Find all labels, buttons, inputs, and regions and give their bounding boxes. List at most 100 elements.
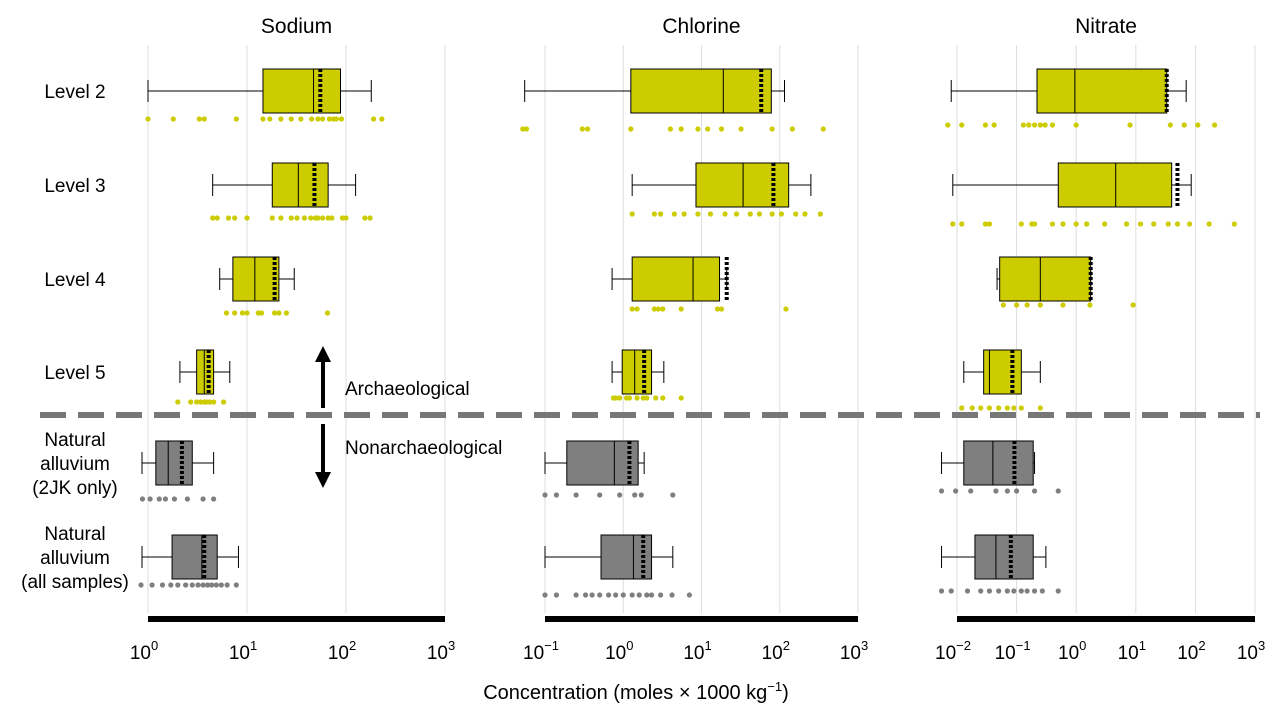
x-axis-bar <box>957 616 1255 622</box>
data-point <box>1060 221 1066 227</box>
data-point <box>183 582 189 588</box>
data-point <box>209 582 215 588</box>
data-point <box>288 215 294 221</box>
box <box>196 349 215 395</box>
data-point <box>1195 122 1201 128</box>
data-point <box>343 215 349 221</box>
box-plot <box>520 68 826 132</box>
data-point <box>171 496 178 502</box>
data-point <box>1055 588 1061 594</box>
data-point <box>195 582 201 588</box>
data-point <box>225 215 232 221</box>
archaeological-label: Archaeological <box>345 379 470 400</box>
data-point <box>315 215 321 221</box>
box-plot <box>139 440 217 502</box>
data-point <box>686 592 692 598</box>
row-label: Level 4 <box>44 270 106 291</box>
box-plot <box>959 349 1043 411</box>
data-point <box>319 116 326 122</box>
data-point <box>224 582 230 588</box>
data-point <box>1084 221 1090 227</box>
row-labels: Level 2 Level 3 Level 4 Level 5 Natural alluv… <box>21 82 129 593</box>
row-label: Natural alluvium (2JK only) <box>32 430 118 499</box>
data-point <box>695 211 701 217</box>
data-point <box>1018 221 1024 227</box>
data-point <box>938 588 945 594</box>
panel-title: Nitrate <box>1075 15 1137 38</box>
data-point <box>778 211 785 217</box>
data-point <box>678 395 684 401</box>
data-point <box>644 395 650 401</box>
data-point <box>802 211 808 217</box>
data-point <box>968 488 974 494</box>
data-point <box>269 215 275 221</box>
box <box>963 440 1034 486</box>
data-point <box>769 211 775 217</box>
data-point <box>638 492 644 498</box>
data-point <box>1011 588 1017 594</box>
data-point <box>210 215 216 221</box>
data-point <box>613 592 619 598</box>
data-point <box>629 592 635 598</box>
nonarchaeological-arrow <box>315 424 331 488</box>
data-point <box>996 405 1002 411</box>
data-point <box>628 126 634 132</box>
box <box>1036 68 1168 114</box>
data-point <box>1055 488 1061 494</box>
data-point <box>986 221 993 227</box>
data-point <box>200 496 206 502</box>
data-point <box>333 116 340 122</box>
data-point <box>996 588 1002 594</box>
data-point <box>964 588 971 594</box>
data-point <box>660 306 666 312</box>
tick-label: 10−1 <box>523 638 559 664</box>
data-point <box>239 310 246 316</box>
data-point <box>655 306 661 312</box>
data-point <box>597 492 603 498</box>
tick-label: 103 <box>1237 638 1265 664</box>
box-plot <box>210 162 373 221</box>
data-point <box>232 215 238 221</box>
data-point <box>138 582 144 588</box>
data-point <box>632 492 638 498</box>
data-point <box>211 399 217 405</box>
data-point <box>145 116 151 122</box>
x-axis-title: Concentration (moles × 1000 kg−1) <box>483 679 789 704</box>
data-point <box>678 306 684 312</box>
data-point <box>1024 302 1030 308</box>
data-point <box>738 126 744 132</box>
data-point <box>1187 221 1193 227</box>
data-point <box>1049 221 1056 227</box>
tick-label: 101 <box>229 638 257 664</box>
data-point <box>678 126 684 132</box>
data-point <box>213 582 219 588</box>
data-point <box>326 116 333 122</box>
data-point <box>244 310 250 316</box>
box <box>631 256 721 302</box>
data-point <box>214 215 220 221</box>
data-point <box>1031 122 1038 128</box>
box-plot <box>542 440 676 498</box>
data-point <box>707 211 714 217</box>
data-point <box>218 582 224 588</box>
data-point <box>1020 122 1026 128</box>
data-point <box>670 492 676 498</box>
data-point <box>945 122 951 128</box>
data-point <box>294 215 300 221</box>
data-point <box>651 306 657 312</box>
data-point <box>644 592 650 598</box>
box-plot <box>219 256 331 316</box>
data-point <box>1004 588 1010 594</box>
data-point <box>986 405 993 411</box>
data-point <box>793 211 799 217</box>
data-point <box>324 310 331 316</box>
box-plot <box>542 534 692 598</box>
data-point <box>695 126 701 132</box>
data-point <box>756 211 763 217</box>
data-point <box>175 399 181 405</box>
data-point <box>617 492 623 498</box>
data-point <box>959 405 965 411</box>
data-point <box>211 496 217 502</box>
data-point <box>991 122 997 128</box>
box-plot <box>629 162 823 217</box>
